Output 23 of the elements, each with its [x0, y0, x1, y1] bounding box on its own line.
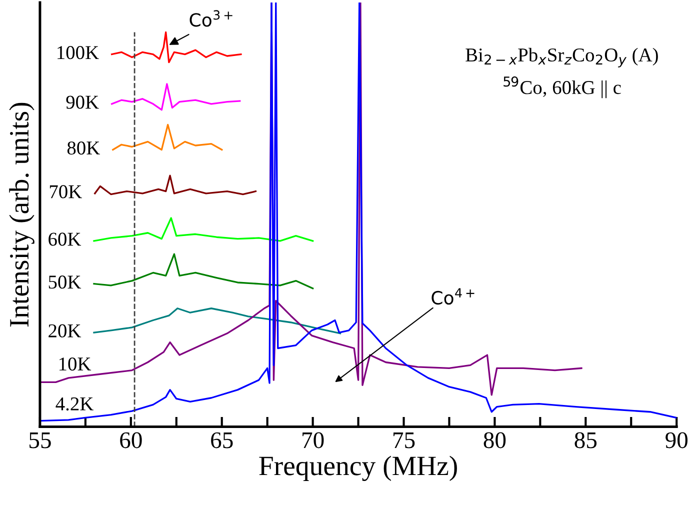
series-label: 50K: [48, 276, 82, 289]
text: Bi$_{2−x}$Pb$_{x}$Sr$_{z}$Co$_{2}$O$_{y}$ (A): [466, 48, 658, 68]
series-label: 80K: [67, 141, 100, 155]
x-tick-label: 70: [302, 432, 324, 448]
series-label: 70K: [50, 185, 82, 198]
series-label: 10K: [59, 357, 92, 371]
x-axis-title: Frequency (MHz): [259, 456, 457, 482]
x-tick-label: 90: [666, 432, 688, 448]
x-tick-label: 85: [574, 432, 597, 448]
series-label: 20K: [48, 324, 82, 338]
annotation: Co$^{4+}$: [432, 288, 474, 305]
x-tick-label: 55: [30, 432, 51, 448]
x-tick-label: 65: [211, 432, 233, 448]
x-tick-label: 60: [120, 432, 142, 448]
annotation: Co$^{3+}$: [190, 10, 232, 27]
series-label: 90K: [66, 96, 99, 109]
x-tick-label: 75: [394, 432, 415, 448]
x-tick-label: 80: [484, 432, 506, 448]
series-label: 4.2K: [56, 397, 94, 411]
series-label: 100K: [58, 46, 99, 60]
annotation: $^{59}$Co, 60kG || c: [504, 76, 621, 98]
y-axis-title: Intensity (arb. units): [9, 102, 34, 327]
series-label: 60K: [48, 232, 82, 246]
